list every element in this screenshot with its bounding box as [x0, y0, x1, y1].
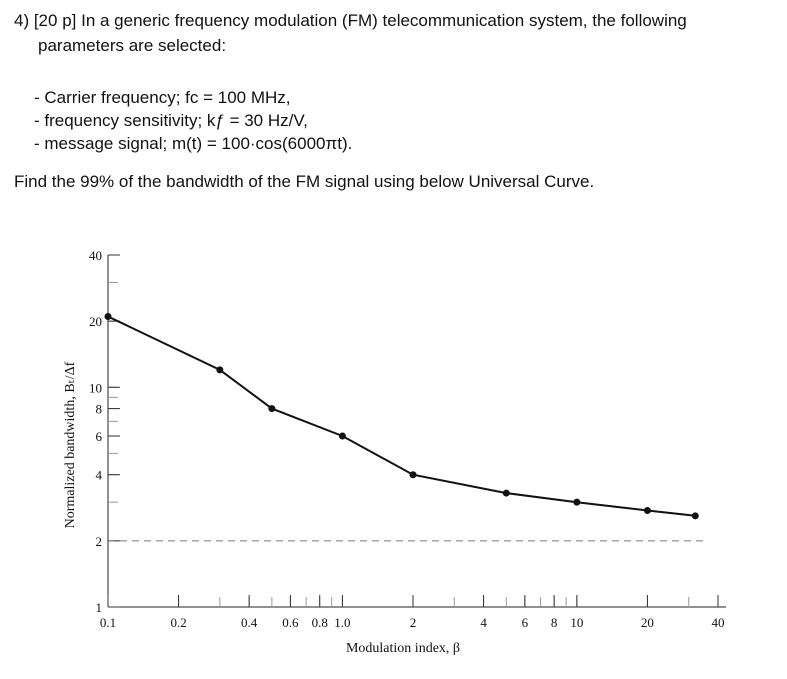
x-tick-label: 4 [480, 615, 487, 630]
y-tick-label: 40 [89, 248, 102, 263]
universal-curve-chart: 1 2 4 6 8 10 20 40 0.1 0.2 0.4 0.6 0.8 1.0 2 4 6 8 10 20 40 M… [63, 248, 726, 656]
question-header-line1: 4) [20 p] In a generic frequency modulat… [14, 11, 687, 30]
x-tick-label: 6 [522, 615, 529, 630]
x-tick-label: 10 [570, 615, 583, 630]
task-text: Find the 99% of the bandwidth of the FM … [14, 172, 595, 191]
parameter-list: - Carrier frequency; fᴄ = 100 MHz, - fre… [34, 86, 352, 155]
data-point [104, 312, 112, 320]
x-tick-label: 0.6 [282, 615, 299, 630]
param-message-signal: - message signal; m(t) = 100·cos(6000πt)… [34, 134, 353, 153]
data-point [409, 471, 417, 479]
y-tick-label: 4 [96, 468, 103, 483]
y-tick-label: 10 [89, 380, 102, 395]
y-tick-label: 2 [96, 534, 103, 549]
x-tick-label: 8 [551, 615, 558, 630]
x-tick-label: 1.0 [334, 615, 350, 630]
x-tick-label: 0.4 [241, 615, 258, 630]
data-point [268, 405, 276, 413]
y-tick-label: 1 [96, 600, 103, 615]
x-tick-label: 2 [410, 615, 417, 630]
data-point [573, 498, 581, 506]
series-line [107, 315, 696, 517]
param-frequency-sensitivity: - frequency sensitivity; kƒ = 30 Hz/V, [34, 111, 308, 130]
x-tick-label: 0.2 [170, 615, 186, 630]
question-header-line2: parameters are selected: [38, 36, 227, 55]
data-point [643, 506, 651, 514]
data-point [691, 512, 699, 520]
x-tick-label: 0.8 [312, 615, 328, 630]
x-tick-label: 40 [712, 615, 725, 630]
x-tick-label: 20 [641, 615, 654, 630]
x-tick-label: 0.1 [100, 615, 116, 630]
x-axis-title: Modulation index, β [346, 641, 460, 656]
question-header: 4) [20 p] In a generic frequency modulat… [14, 8, 779, 58]
y-tick-label: 6 [96, 429, 103, 444]
data-point [338, 432, 346, 440]
y-tick-label: 20 [89, 314, 102, 329]
data-point [216, 366, 224, 374]
y-axis-title: Normalized bandwidth, Bₜ/Δf [63, 361, 78, 528]
data-point [502, 489, 510, 497]
param-carrier-frequency: - Carrier frequency; fᴄ = 100 MHz, [34, 88, 291, 107]
y-tick-label: 8 [96, 402, 103, 417]
